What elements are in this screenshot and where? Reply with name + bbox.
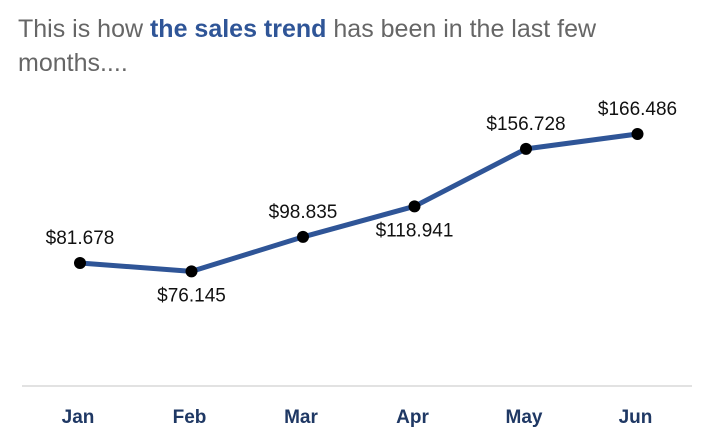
- data-label-may: $156.728: [486, 114, 565, 135]
- data-label-mar: $98.835: [269, 202, 338, 223]
- data-point-feb: [185, 265, 198, 278]
- chart-title: This is how the sales trend has been in …: [18, 12, 638, 80]
- data-label-feb: $76.145: [157, 285, 226, 306]
- data-point-may: [520, 142, 532, 155]
- x-tick-mar: Mar: [284, 407, 318, 428]
- series-line-sales: [77, 131, 640, 274]
- data-labels: $81.678 $76.145 $98.835 $118.941 $156.728 $16…: [46, 99, 677, 306]
- x-tick-labels: Jan Feb Mar Apr May Jun: [62, 407, 653, 428]
- x-tick-may: May: [506, 407, 543, 428]
- series-markers: [74, 128, 644, 278]
- x-tick-jan: Jan: [62, 407, 95, 428]
- chart-title-highlight: the sales trend: [149, 15, 327, 43]
- data-point-jun: [631, 128, 644, 140]
- data-label-jun: $166.486: [598, 99, 677, 120]
- data-point-apr: [408, 200, 421, 213]
- x-tick-jun: Jun: [619, 407, 653, 428]
- x-tick-apr: Apr: [396, 407, 429, 428]
- data-label-apr: $118.941: [376, 220, 454, 241]
- chart-title-prefix: This is how: [18, 15, 150, 43]
- data-point-jan: [74, 257, 86, 269]
- data-label-jan: $81.678: [46, 228, 115, 249]
- chart-title-suffix: has been in the last few months....: [18, 15, 597, 77]
- x-tick-feb: Feb: [173, 407, 207, 428]
- data-point-mar: [297, 230, 309, 243]
